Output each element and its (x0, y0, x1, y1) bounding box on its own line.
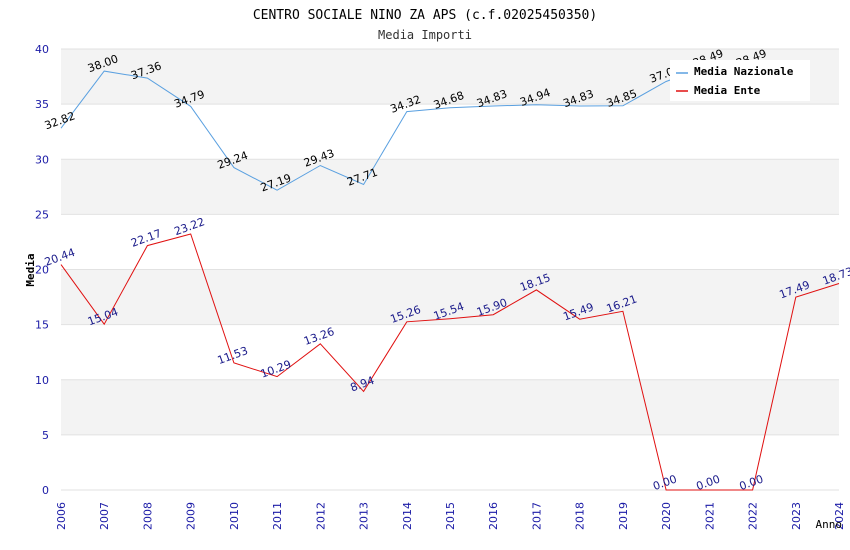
chart-subtitle: Media Importi (378, 28, 472, 42)
x-tick-label: 2006 (55, 502, 68, 530)
x-tick-label: 2024 (833, 502, 846, 530)
x-tick-label: 2007 (98, 502, 111, 530)
x-tick-label: 2019 (617, 502, 630, 530)
series-line-media-ente (60, 233, 840, 491)
grid-bands (61, 49, 839, 490)
x-tick-label: 2010 (228, 502, 241, 530)
legend-label-media-nazionale: Media Nazionale (694, 65, 794, 78)
grid-band (61, 434, 839, 490)
y-tick-label: 5 (42, 429, 49, 442)
x-tick-label: 2015 (444, 502, 457, 530)
x-tick-label: 2016 (487, 502, 500, 530)
series-lines (60, 65, 840, 491)
legend: Media Nazionale Media Ente (670, 60, 810, 101)
grid-band (61, 214, 839, 270)
grid-band (61, 269, 839, 325)
y-tick-label: 0 (42, 484, 49, 497)
y-tick-label: 25 (35, 208, 49, 221)
chart-title: CENTRO SOCIALE NINO ZA APS (c.f.02025450… (253, 8, 597, 23)
x-tick-label: 2014 (401, 502, 414, 530)
x-tick-label: 2018 (574, 502, 587, 530)
x-tick-label: 2012 (314, 502, 327, 530)
y-axis-label: Media (24, 253, 37, 286)
x-tick-label: 2009 (185, 502, 198, 530)
y-tick-label: 10 (35, 374, 49, 387)
legend-box (670, 60, 810, 101)
grid-band (61, 159, 839, 215)
grid-band (61, 104, 839, 160)
x-tick-label: 2011 (271, 502, 284, 530)
grid-band (61, 324, 839, 380)
series-line-media-nazionale (60, 65, 753, 191)
x-tick-label: 2013 (358, 502, 371, 530)
y-tick-label: 20 (35, 264, 49, 277)
x-tick-label: 2021 (703, 502, 716, 530)
x-tick-label: 2008 (141, 502, 154, 530)
x-tick-label: 2022 (747, 502, 760, 530)
y-tick-label: 30 (35, 153, 49, 166)
legend-label-media-ente: Media Ente (694, 84, 761, 97)
x-tick-labels: 2006 2007 2008 2009 2010 2011 2012 2013 2014 2015… (55, 502, 846, 530)
x-tick-label: 2020 (660, 502, 673, 530)
y-tick-label: 40 (35, 43, 49, 56)
x-tick-label: 2017 (530, 502, 543, 530)
y-tick-label: 15 (35, 319, 49, 332)
grid-band (61, 379, 839, 435)
x-axis-label: Anno (816, 518, 843, 531)
y-tick-labels: 0 5 10 15 20 25 30 35 40 (35, 43, 49, 497)
y-tick-label: 35 (35, 98, 49, 111)
x-tick-label: 2023 (790, 502, 803, 530)
